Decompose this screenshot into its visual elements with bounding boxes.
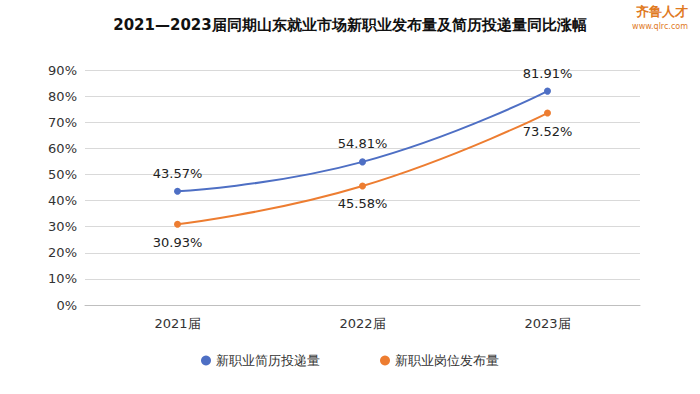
svg-text:2023届: 2023届 [524,316,570,331]
svg-text:2022届: 2022届 [339,316,385,331]
svg-text:0%: 0% [56,298,77,313]
svg-text:新职业简历投递量: 新职业简历投递量 [216,353,320,368]
svg-text:80%: 80% [48,89,77,104]
svg-text:73.52%: 73.52% [523,124,573,139]
svg-text:2021届: 2021届 [154,316,200,331]
svg-text:新职业岗位发布量: 新职业岗位发布量 [395,353,499,368]
svg-text:50%: 50% [48,167,77,182]
svg-text:70%: 70% [48,115,77,130]
svg-text:45.58%: 45.58% [338,196,388,211]
svg-text:54.81%: 54.81% [338,136,388,151]
svg-text:2021—2023届同期山东就业市场新职业发布量及简历投递量: 2021—2023届同期山东就业市场新职业发布量及简历投递量同比涨幅 [113,16,587,34]
svg-text:90%: 90% [48,63,77,78]
svg-text:www.qlrc.com: www.qlrc.com [632,22,688,31]
svg-text:齐鲁人才: 齐鲁人才 [636,4,688,19]
svg-text:10%: 10% [48,271,77,286]
svg-text:43.57%: 43.57% [153,166,203,181]
svg-text:20%: 20% [48,245,77,260]
svg-text:30%: 30% [48,219,77,234]
svg-text:30.93%: 30.93% [153,235,203,250]
svg-text:81.91%: 81.91% [523,66,573,81]
svg-text:60%: 60% [48,141,77,156]
svg-text:40%: 40% [48,193,77,208]
